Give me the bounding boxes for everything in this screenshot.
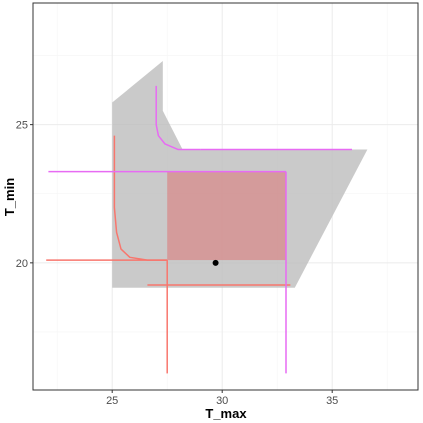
magenta-curve xyxy=(155,85,201,151)
x-tick-label: 35 xyxy=(326,395,338,407)
ticks: 25 30 35 20 25 xyxy=(16,120,339,407)
overlap-rectangle xyxy=(167,171,286,261)
y-tick-label: 20 xyxy=(16,258,28,270)
panel-border xyxy=(32,2,419,391)
plot-shapes xyxy=(46,61,368,374)
x-axis-title: T_max xyxy=(205,406,247,421)
y-axis-title: T_min xyxy=(2,178,17,216)
data-point xyxy=(212,259,219,266)
y-tick-label: 25 xyxy=(16,120,28,132)
x-tick-label: 30 xyxy=(216,395,228,407)
x-tick-label: 25 xyxy=(106,395,118,407)
